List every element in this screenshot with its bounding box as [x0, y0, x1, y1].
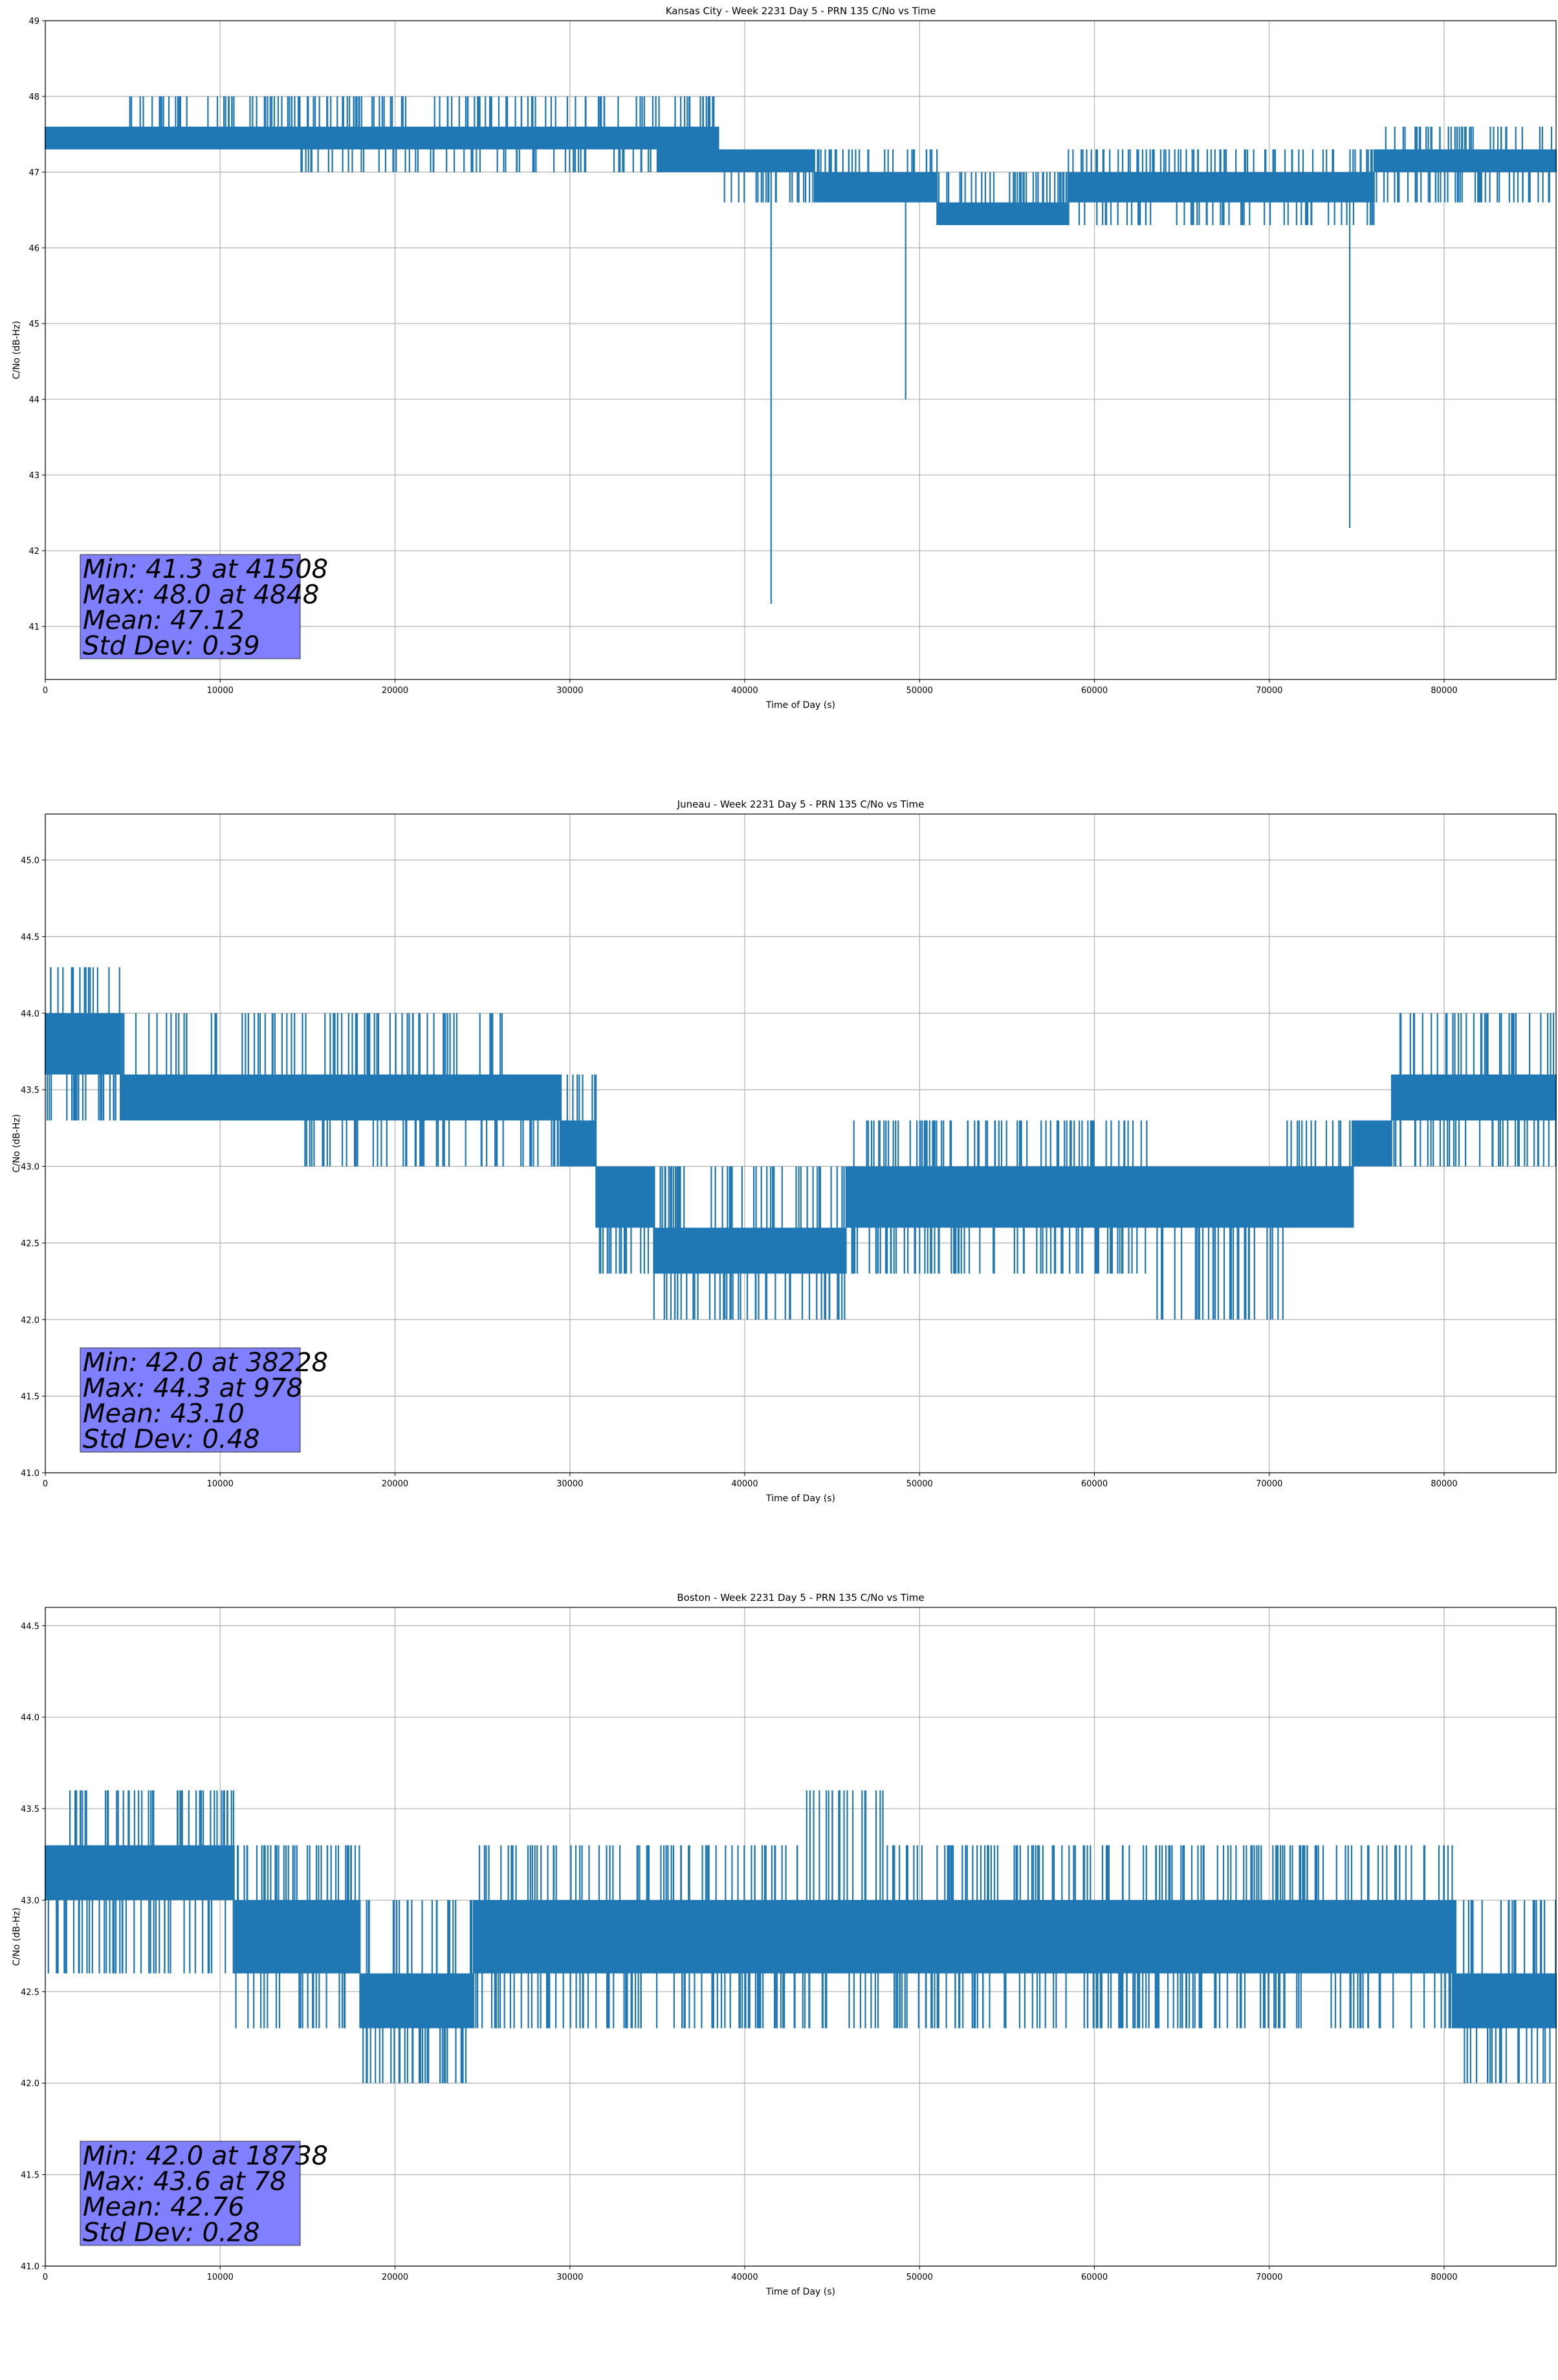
stats-line: Min: 41.3 at 41508: [83, 555, 328, 584]
x-tick-label: 20000: [382, 686, 408, 696]
y-tick-label: 44.0: [21, 1713, 39, 1723]
x-tick-label: 50000: [906, 2273, 933, 2282]
y-tick-label: 41: [28, 623, 39, 632]
chart-kansas-city: 0 10000 20000 30000 40000 50000 60000 70000 8000…: [12, 5, 1557, 711]
x-tick-label: 70000: [1256, 2273, 1282, 2282]
axes-frame: [45, 20, 1557, 680]
x-tick-label: 0: [43, 686, 48, 696]
stats-line: Max: 43.6 at 78: [83, 2167, 286, 2197]
axes-frame: [45, 813, 1557, 1473]
stats-line: Max: 48.0 at 4848: [83, 580, 319, 610]
chart-juneau: 0 10000 20000 30000 40000 50000 60000 70000 8000…: [12, 799, 1557, 1504]
stats-line: Min: 42.0 at 38228: [83, 1348, 328, 1378]
x-tick-label: 70000: [1256, 686, 1282, 696]
y-tick-label: 42.0: [21, 1316, 39, 1325]
stats-line: Min: 42.0 at 18738: [83, 2141, 328, 2171]
y-tick-label: 44.0: [21, 1009, 39, 1019]
chart-title: Boston - Week 2231 Day 5 - PRN 135 C/No …: [677, 1592, 924, 1603]
x-tick-label: 0: [43, 1479, 48, 1489]
y-tick-label: 43.0: [21, 1163, 39, 1173]
y-tick-label: 46: [28, 244, 39, 254]
y-tick-label: 43: [28, 471, 39, 481]
y-tick-label: 41.0: [21, 2262, 39, 2272]
x-tick-label: 70000: [1256, 1479, 1282, 1489]
y-axis-label: C/No (dB-Hz): [12, 1114, 22, 1173]
series-line: [44, 967, 1557, 1320]
y-tick-label: 43.5: [21, 1805, 39, 1814]
x-tick-label: 20000: [382, 1479, 408, 1489]
x-tick-label: 10000: [207, 686, 234, 696]
x-axis-label: Time of Day (s): [765, 1493, 835, 1504]
x-tick-label: 20000: [382, 2273, 408, 2282]
y-tick-label: 43.0: [21, 1896, 39, 1906]
y-axis-label: C/No (dB-Hz): [12, 321, 22, 379]
x-tick-label: 60000: [1081, 2273, 1108, 2282]
y-tick-label: 41.0: [21, 1469, 39, 1479]
y-tick-label: 42.0: [21, 2079, 39, 2089]
y-tick-label: 42.5: [21, 1239, 39, 1249]
x-tick-label: 30000: [556, 2273, 583, 2282]
x-axis-label: Time of Day (s): [765, 700, 835, 711]
stats-line: Mean: 47.12: [83, 606, 245, 635]
x-tick-label: 0: [43, 2273, 48, 2282]
chart-title: Juneau - Week 2231 Day 5 - PRN 135 C/No …: [677, 799, 925, 810]
y-tick-label: 43.5: [21, 1086, 39, 1096]
x-tick-label: 10000: [207, 1479, 234, 1489]
chart-boston: 0 10000 20000 30000 40000 50000 60000 70000 8000…: [12, 1592, 1557, 2297]
stats-box: [80, 554, 301, 659]
x-tick-label: 80000: [1431, 2273, 1457, 2282]
series-line: [44, 1790, 1557, 2084]
y-tick-label: 42.5: [21, 1988, 39, 1998]
x-tick-label: 30000: [556, 686, 583, 696]
stats-box: [80, 1347, 301, 1453]
x-tick-label: 40000: [731, 1479, 758, 1489]
y-tick-label: 49: [28, 17, 39, 27]
y-tick-label: 47: [28, 168, 39, 178]
x-tick-label: 80000: [1431, 1479, 1457, 1489]
x-tick-label: 40000: [731, 686, 758, 696]
x-tick-label: 50000: [906, 686, 933, 696]
y-tick-label: 41.5: [21, 2171, 39, 2181]
x-tick-label: 60000: [1081, 686, 1108, 696]
y-tick-label: 44: [28, 395, 39, 405]
stats-line: Std Dev: 0.48: [83, 1425, 260, 1455]
stats-line: Mean: 43.10: [83, 1399, 245, 1429]
x-axis-label: Time of Day (s): [765, 2287, 835, 2297]
x-tick-label: 40000: [731, 2273, 758, 2282]
figure: 0 10000 20000 30000 40000 50000 60000 70000 8000…: [12, 5, 1557, 2297]
y-tick-label: 44.5: [21, 1622, 39, 1631]
chart-title: Kansas City - Week 2231 Day 5 - PRN 135 …: [666, 5, 936, 17]
x-tick-label: 50000: [906, 1479, 933, 1489]
stats-line: Std Dev: 0.28: [83, 2218, 260, 2248]
stats-line: Mean: 42.76: [83, 2192, 245, 2222]
x-tick-label: 10000: [207, 2273, 234, 2282]
stats-line: Std Dev: 0.39: [83, 632, 260, 661]
x-tick-label: 60000: [1081, 1479, 1108, 1489]
y-tick-label: 44.5: [21, 932, 39, 942]
x-tick-label: 80000: [1431, 686, 1457, 696]
stats-line: Max: 44.3 at 978: [83, 1374, 303, 1404]
y-axis-label: C/No (dB-Hz): [12, 1908, 22, 1966]
x-tick-label: 30000: [556, 1479, 583, 1489]
y-tick-label: 42: [28, 547, 39, 556]
axes-frame: [45, 1607, 1557, 2267]
y-tick-label: 45.0: [21, 856, 39, 866]
stats-box: [80, 2141, 301, 2246]
y-tick-label: 45: [28, 320, 39, 329]
y-tick-label: 41.5: [21, 1393, 39, 1402]
y-tick-label: 48: [28, 93, 39, 102]
